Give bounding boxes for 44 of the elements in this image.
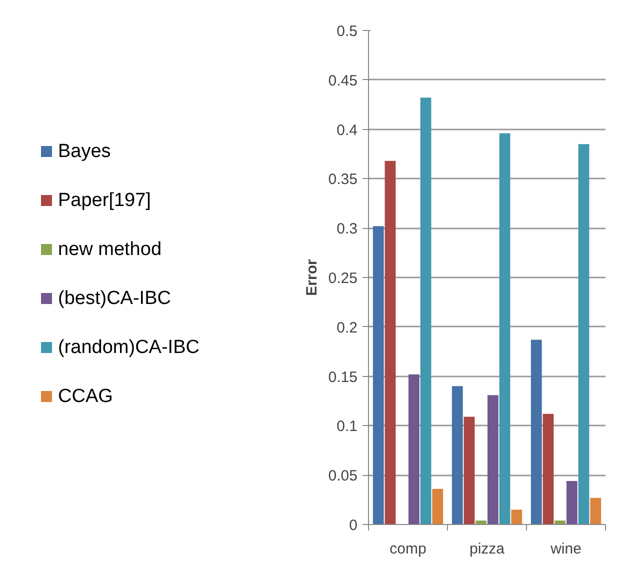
bar bbox=[476, 520, 487, 524]
x-tick-label: comp bbox=[390, 540, 426, 558]
bar bbox=[511, 510, 522, 524]
bar bbox=[554, 520, 566, 524]
bar bbox=[384, 160, 396, 524]
y-tick-label: 0.5 bbox=[336, 23, 358, 40]
legend-item: CCAG bbox=[41, 383, 200, 410]
legend-item: Bayes bbox=[41, 138, 200, 165]
legend-label: (random)CA-IBC bbox=[58, 336, 200, 360]
legend-item: (random)CA-IBC bbox=[41, 334, 200, 362]
y-tick-label: 0.05 bbox=[328, 468, 358, 485]
bar bbox=[464, 416, 475, 524]
bar bbox=[432, 488, 444, 524]
legend-item: (best)CA-IBC bbox=[41, 285, 200, 312]
bar bbox=[372, 226, 384, 524]
legend-label: Paper[197] bbox=[58, 188, 151, 213]
y-tick-label: 0.25 bbox=[328, 270, 358, 287]
bar bbox=[578, 144, 590, 524]
y-tick-label: 0.1 bbox=[336, 418, 358, 436]
bar bbox=[566, 481, 578, 524]
y-tick-label: 0.15 bbox=[328, 368, 358, 386]
bar bbox=[487, 395, 498, 524]
bar bbox=[420, 98, 432, 524]
legend-item: new method bbox=[41, 236, 200, 263]
y-axis-title: Error bbox=[303, 259, 320, 296]
y-tick-label: 0.4 bbox=[336, 122, 358, 139]
bar bbox=[408, 374, 420, 524]
legend-item: Paper[197] bbox=[41, 186, 200, 214]
bar bbox=[499, 133, 510, 524]
bar bbox=[542, 414, 554, 524]
y-tick-label: 0.3 bbox=[336, 220, 358, 238]
x-tick-label: pizza bbox=[469, 540, 506, 558]
y-tick-label: 0.2 bbox=[336, 319, 358, 336]
y-tick-label: 0.35 bbox=[328, 171, 358, 188]
bar bbox=[590, 498, 602, 524]
y-tick-label: 0 bbox=[349, 517, 358, 534]
legend-label: new method bbox=[58, 238, 162, 262]
bar bbox=[530, 340, 542, 524]
legend-label: CCAG bbox=[58, 385, 113, 410]
y-tick-label: 0.45 bbox=[328, 72, 358, 90]
legend-label: (best)CA-IBC bbox=[58, 287, 171, 311]
x-tick-label: wine bbox=[550, 540, 582, 558]
bar bbox=[452, 386, 463, 524]
legend-label: Bayes bbox=[58, 140, 111, 164]
